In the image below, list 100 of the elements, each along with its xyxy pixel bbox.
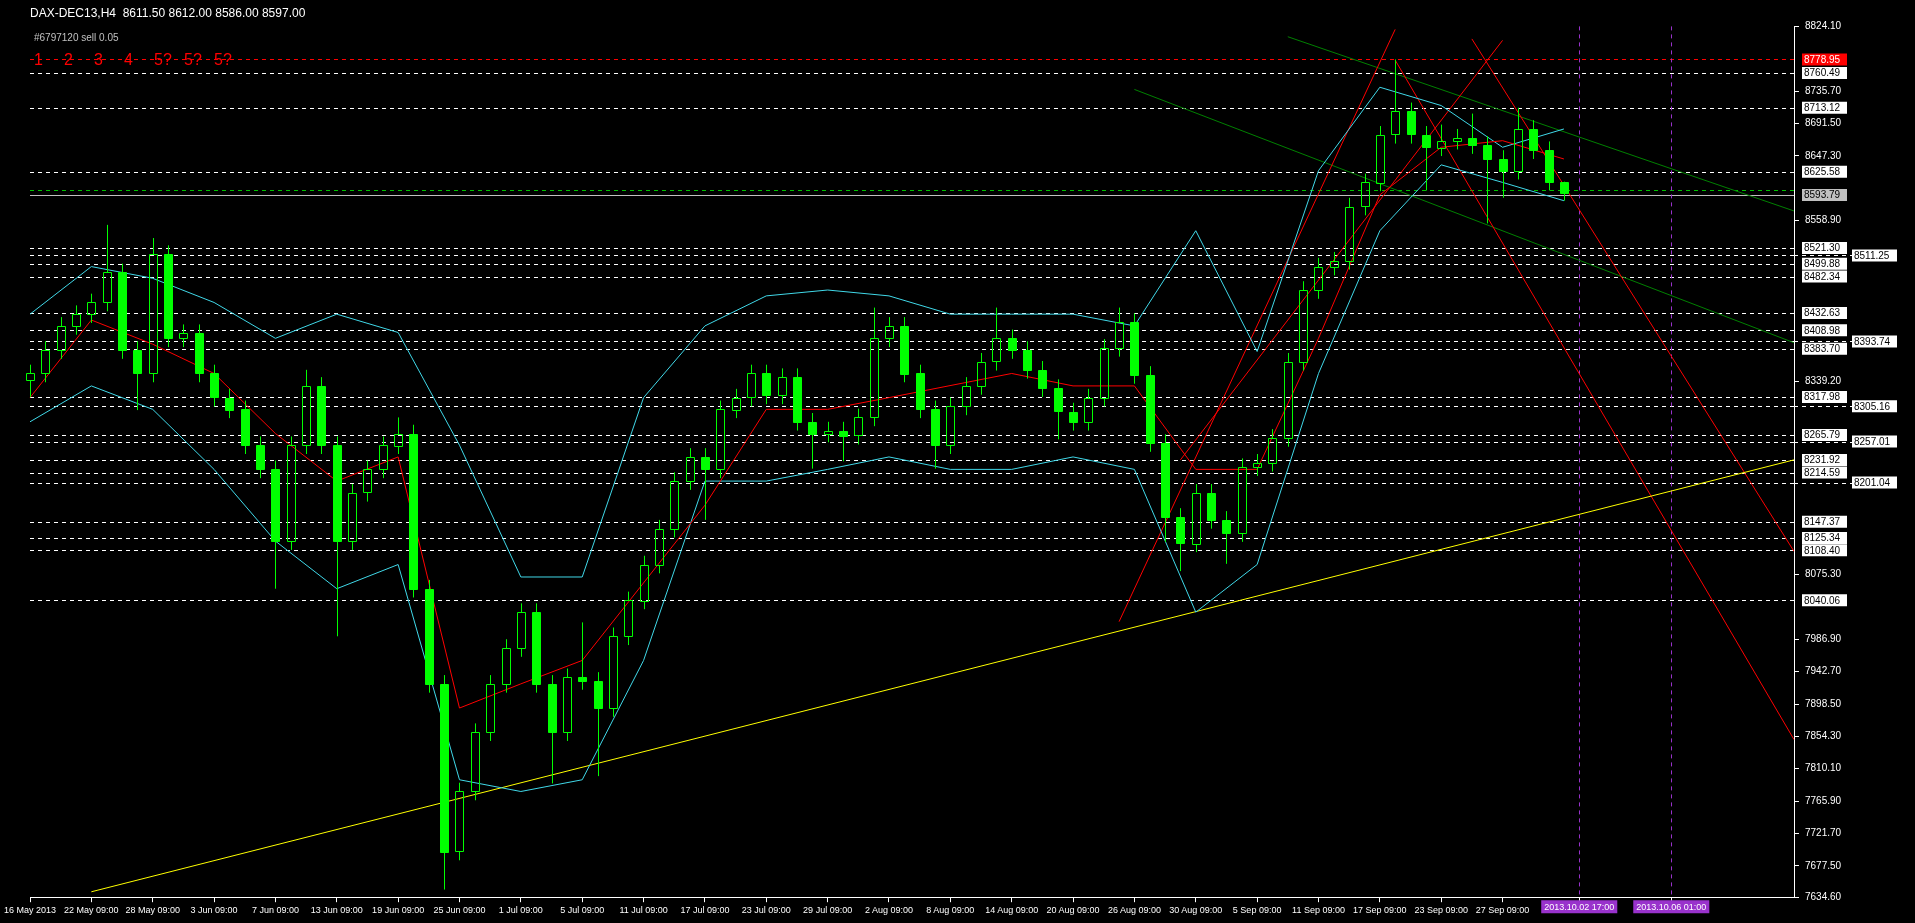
y-tick-label: 8339.20 — [1805, 375, 1842, 387]
candlestick — [992, 307, 1001, 372]
y-tick-label: 7854.30 — [1805, 730, 1842, 742]
ref-line-label: 8625.58 — [1804, 165, 1841, 177]
ref-line-label: 8265.79 — [1804, 429, 1841, 441]
candlestick — [1023, 340, 1032, 380]
y-tick-label: 7942.70 — [1805, 665, 1842, 677]
x-tick-label: 2013.10.02 17:00 — [1544, 901, 1615, 912]
y-tick-label: 8647.30 — [1805, 149, 1842, 161]
candlestick — [133, 340, 142, 411]
x-tick-label: 13 Jun 09:00 — [310, 905, 363, 916]
y-tick-label: 8558.90 — [1805, 214, 1842, 226]
ref-line-label: 8521.30 — [1804, 242, 1841, 254]
candlestick — [732, 388, 741, 419]
x-tick-label: 20 Aug 09:00 — [1046, 905, 1100, 916]
candlestick — [1529, 119, 1538, 160]
candlestick — [149, 237, 158, 383]
candlestick — [670, 471, 679, 538]
x-tick-label: 23 Jul 09:00 — [741, 905, 791, 916]
candlestick — [1376, 125, 1385, 192]
chart-title: DAX-DEC13,H4 8611.50 8612.00 8586.00 8597.00 — [30, 5, 306, 20]
x-tick-label: 22 May 09:00 — [64, 905, 119, 916]
y-tick-label: 8691.50 — [1805, 117, 1842, 129]
x-tick-label: 3 Jun 09:00 — [190, 905, 238, 916]
x-tick-label: 17 Sep 09:00 — [1353, 905, 1407, 916]
candlestick — [1038, 360, 1047, 398]
candlestick — [977, 352, 986, 396]
candlestick — [1176, 507, 1185, 572]
candlestick — [394, 416, 403, 455]
candlestick — [1422, 125, 1431, 191]
candlestick — [302, 369, 311, 455]
x-tick-label: 17 Jul 09:00 — [680, 905, 730, 916]
x-tick-label: 14 Aug 09:00 — [985, 905, 1039, 916]
candlestick — [317, 376, 326, 455]
candlestick — [1207, 483, 1216, 530]
ref-line-label: 8231.92 — [1804, 454, 1841, 466]
candlestick — [946, 397, 955, 455]
candlestick — [1161, 433, 1170, 543]
candlestick — [1314, 257, 1323, 300]
candlestick — [916, 364, 925, 419]
candlestick — [594, 671, 603, 777]
candlestick — [1084, 388, 1093, 432]
x-tick-label: 1 Jul 09:00 — [498, 905, 543, 916]
x-tick-label: 25 Jun 09:00 — [433, 905, 486, 916]
candlestick — [1299, 280, 1308, 372]
candlestick — [839, 421, 848, 462]
candlestick — [686, 447, 695, 491]
y-tick-label: 7986.90 — [1805, 633, 1842, 645]
candlestick — [1100, 338, 1109, 407]
ref-line-label: 8482.34 — [1804, 270, 1841, 282]
annotation: 3 — [94, 50, 103, 68]
x-tick-label: 23 Sep 09:00 — [1414, 905, 1468, 916]
x-tick-label: 11 Jul 09:00 — [619, 905, 668, 916]
annotation: 5? — [214, 50, 232, 68]
candlestick — [517, 602, 526, 658]
ref-line-label: 8108.40 — [1804, 544, 1841, 556]
candlestick — [655, 519, 664, 574]
candlestick — [1468, 113, 1477, 155]
candlestick — [164, 244, 173, 348]
x-tick-label: 5 Sep 09:00 — [1232, 905, 1282, 916]
candlestick — [348, 483, 357, 551]
x-tick-label: 27 Sep 09:00 — [1475, 905, 1530, 916]
candlestick — [1130, 312, 1139, 385]
y-tick-label: 8735.70 — [1805, 84, 1842, 96]
ref-line-label: 8147.37 — [1804, 516, 1841, 528]
y-tick-label: 7721.70 — [1805, 827, 1842, 839]
candlestick — [440, 674, 449, 891]
x-tick-label: 11 Sep 09:00 — [1292, 905, 1345, 916]
candlestick — [870, 307, 879, 427]
candlestick — [1407, 102, 1416, 145]
y-tick-label: 7810.10 — [1805, 762, 1842, 774]
candlestick — [962, 376, 971, 416]
y-tick-label: 8075.30 — [1805, 568, 1842, 580]
candlestick — [379, 435, 388, 479]
y-tick-label: 7634.60 — [1805, 890, 1842, 902]
x-tick-label: 19 Jun 09:00 — [372, 905, 425, 916]
candlestick — [563, 668, 572, 742]
candlestick — [1146, 365, 1155, 453]
candlestick — [578, 621, 587, 691]
ref-line-label: 8040.06 — [1804, 594, 1841, 606]
candlestick — [241, 400, 250, 455]
ref-line-label: 8713.12 — [1804, 101, 1841, 113]
candlestick — [72, 304, 81, 336]
candlestick — [1437, 124, 1446, 157]
candlestick — [195, 323, 204, 383]
y-tick-label: 7677.50 — [1805, 859, 1842, 871]
candlestick — [1453, 128, 1462, 150]
candlestick — [778, 367, 787, 405]
candlestick — [1192, 483, 1201, 553]
candlestick — [532, 602, 541, 694]
x-tick-label: 26 Aug 09:00 — [1107, 905, 1161, 916]
candlestick — [363, 460, 372, 503]
y-tick-label: 7765.90 — [1805, 794, 1842, 806]
ref-line-label: 8432.63 — [1804, 307, 1841, 319]
candlestick — [900, 316, 909, 383]
ref-line-label: 8383.70 — [1804, 343, 1841, 355]
x-tick-label: 2 Aug 09:00 — [864, 905, 914, 916]
x-tick-label: 7 Jun 09:00 — [251, 905, 299, 916]
candlestick — [885, 316, 894, 348]
x-tick-label: 16 May 2013 — [3, 905, 57, 916]
